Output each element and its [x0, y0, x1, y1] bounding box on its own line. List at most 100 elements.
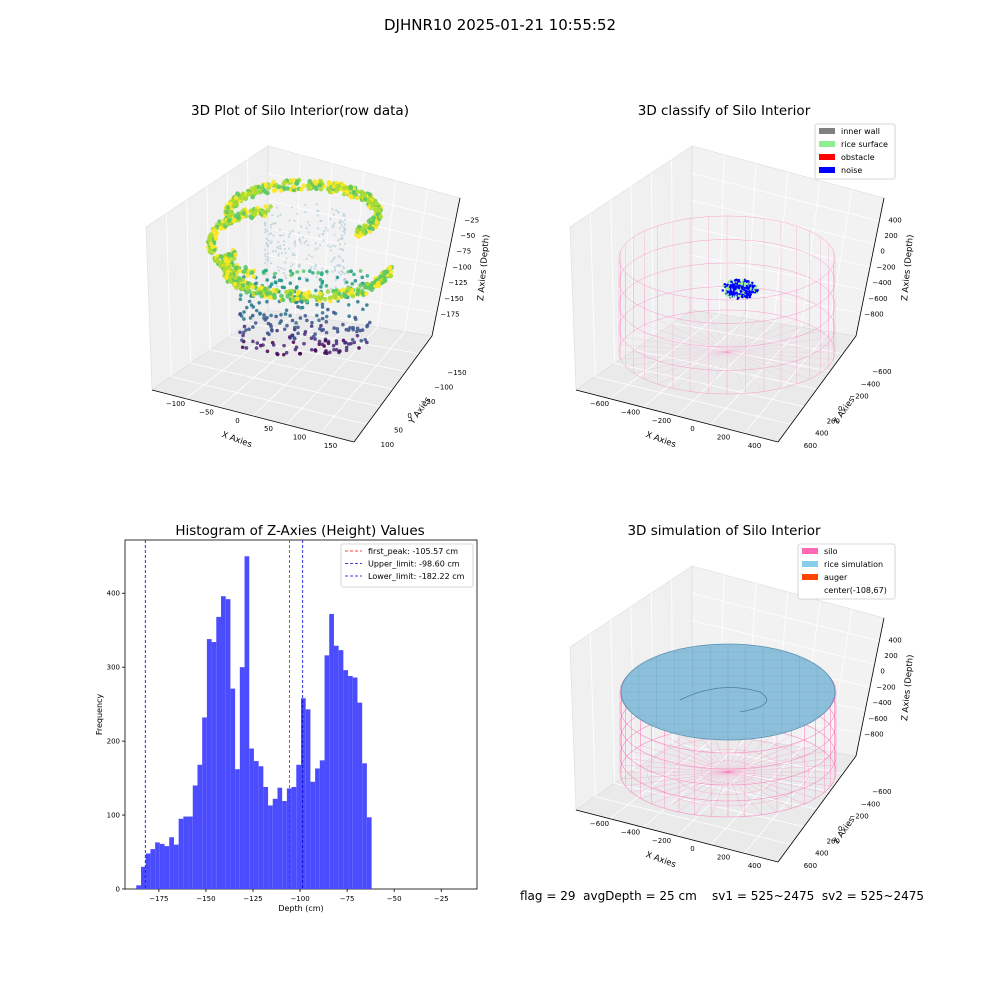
raw-point	[284, 261, 287, 264]
raw-point	[251, 325, 255, 329]
raw-grid	[320, 331, 405, 434]
raw-point	[331, 184, 337, 189]
raw-point	[339, 237, 342, 241]
raw-point	[343, 341, 347, 345]
histogram-x-tick-label: −50	[387, 895, 402, 903]
raw-point	[363, 337, 368, 342]
classify-wall-line	[708, 310, 728, 353]
sim-y-tick-label: 200	[827, 837, 840, 845]
histogram-bar	[164, 846, 170, 889]
raw-point	[241, 211, 247, 216]
raw-point	[264, 255, 267, 258]
classify-wall-line	[625, 337, 728, 353]
raw-point	[294, 321, 298, 325]
raw-point	[337, 255, 340, 258]
raw-point	[264, 290, 270, 296]
raw-point	[265, 278, 269, 282]
raw-point	[324, 269, 329, 274]
raw-point	[227, 201, 233, 207]
raw-point	[335, 183, 341, 189]
raw-point	[248, 316, 253, 320]
raw-point	[323, 229, 326, 233]
classify-y-tick-label: 200	[827, 417, 840, 425]
raw-point	[281, 181, 287, 187]
raw-point	[294, 179, 300, 184]
raw-point	[299, 241, 303, 244]
histogram-x-tick-label: −25	[434, 895, 449, 903]
raw-point	[307, 179, 313, 184]
raw-point	[244, 305, 249, 310]
raw-point	[305, 227, 308, 230]
raw-point	[207, 249, 213, 255]
raw-point	[257, 300, 261, 305]
sim-legend: silo rice simulation auger center(-108,67)	[797, 543, 896, 600]
raw-point	[233, 275, 238, 281]
raw-point	[277, 252, 280, 255]
raw-point	[354, 195, 360, 201]
classify-point	[743, 284, 746, 287]
histogram-legend: first_peak: -105.57 cm Upper_limit: -98.6…	[340, 543, 474, 588]
raw-point	[365, 340, 369, 345]
sim-y-tick-label: −200	[849, 813, 868, 821]
raw-point	[278, 234, 282, 237]
classify-wall-line	[644, 351, 728, 380]
raw-point	[241, 269, 247, 275]
raw-point	[291, 263, 295, 266]
histogram-y-tick-label: 200	[107, 738, 120, 746]
histogram-bar	[282, 801, 287, 889]
raw-point	[343, 272, 347, 275]
classify-legend-swatch	[819, 154, 835, 160]
raw-point	[305, 257, 308, 261]
sim-y-axis-line	[777, 755, 857, 863]
raw-point	[290, 318, 295, 323]
raw-point	[359, 189, 364, 195]
raw-x-tick-label: −50	[199, 409, 214, 417]
classify-wall-line	[620, 344, 728, 353]
raw-point	[363, 291, 369, 296]
raw-point	[382, 270, 388, 276]
histogram-bar	[305, 709, 311, 889]
sim-y-axis-label: Y Axies	[831, 815, 858, 847]
raw-point	[288, 281, 293, 285]
raw-point	[301, 236, 304, 239]
raw-point	[250, 313, 255, 318]
classify-y-tick-label: −400	[861, 380, 880, 388]
raw-point	[305, 183, 311, 188]
raw-point	[322, 344, 327, 348]
raw-point	[298, 265, 301, 268]
raw-point	[256, 184, 262, 190]
raw-point	[343, 293, 348, 299]
classify-point	[737, 294, 740, 297]
raw-point	[328, 350, 332, 355]
raw-point	[267, 332, 271, 337]
histogram-bar	[329, 613, 334, 889]
raw-point	[297, 351, 302, 356]
classify-point	[733, 279, 737, 282]
raw-point	[270, 223, 273, 226]
raw-point	[297, 276, 302, 281]
raw-point	[208, 232, 214, 237]
histogram-bar	[352, 677, 358, 889]
raw-point	[274, 280, 278, 285]
raw-point	[362, 192, 368, 198]
classify-point	[745, 280, 748, 283]
classify-point	[725, 287, 728, 290]
raw-point	[283, 268, 286, 271]
raw-point	[279, 213, 282, 217]
raw-point	[294, 244, 297, 247]
raw-point	[324, 284, 329, 288]
raw-point	[340, 287, 346, 293]
raw-point	[306, 221, 309, 224]
raw-x-axis-label: X Axies	[220, 430, 253, 450]
raw-point	[273, 187, 278, 193]
raw-point	[263, 183, 269, 188]
histogram-bar	[202, 717, 207, 889]
classify-wall-line	[726, 337, 829, 353]
classify-point	[754, 287, 758, 290]
raw-z-tick-label: −100	[452, 263, 471, 271]
histogram-bar	[319, 760, 325, 889]
raw-point	[368, 225, 373, 231]
raw-point	[264, 231, 267, 234]
classify-point	[737, 282, 741, 285]
